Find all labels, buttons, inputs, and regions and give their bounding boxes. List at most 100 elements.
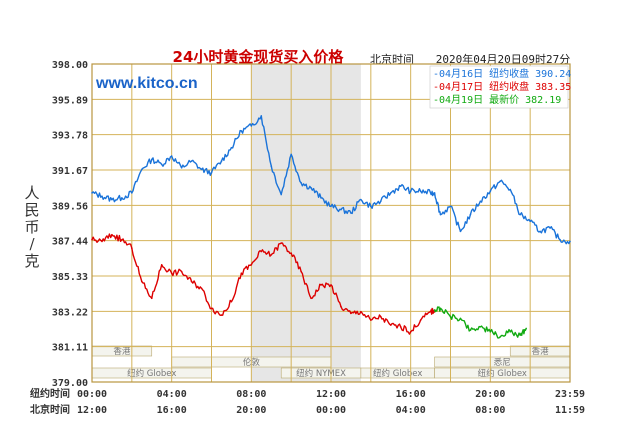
data-point [360,198,362,201]
x-tick-label-ny: 00:00 [77,389,107,400]
highlight-band [251,64,361,382]
data-point [131,247,133,249]
data-point [230,146,233,149]
data-point [449,315,452,318]
x-tick-label-beijing: 00:00 [316,405,346,416]
data-point [160,163,163,166]
session-label: 纽约 Globex [373,368,422,379]
data-point [519,334,522,336]
legend-entry: -04月17日 纽约收盘 383.35 [433,80,571,93]
data-point [190,280,193,283]
data-point [290,252,292,254]
data-point [121,238,123,241]
data-point [320,284,322,286]
data-point [250,264,253,266]
data-point [310,187,312,189]
data-point [525,327,527,330]
legend-entry: -04月19日 最新价 382.19 [433,93,561,106]
data-point [280,193,283,196]
session-label: 香港 [532,346,550,357]
x-tick-label-beijing: 20:00 [236,405,266,416]
x-tick-label-ny: 04:00 [157,389,187,400]
timezone-note: 北京时间 [370,52,414,66]
data-point [180,270,183,273]
y-tick-label: 389.56 [52,201,88,212]
x-tick-label-beijing: 11:59 [555,405,585,416]
data-point [519,213,522,216]
y-axis-label-char: / [29,235,35,253]
watermark: www.kitco.cn [95,75,198,92]
data-point [140,168,143,171]
data-point [433,192,436,194]
data-point [429,310,432,313]
y-axis-label-char: 民 [24,201,39,219]
data-point [300,182,302,184]
data-point [190,160,193,162]
legend-entry: -04月16日 纽约收盘 390.24 [433,67,571,80]
data-point [170,155,173,157]
data-point [260,250,263,253]
data-point [240,272,243,275]
data-point [389,192,392,194]
session-label: 纽约 Globex [127,368,176,379]
y-axis-label-char: 克 [24,252,39,270]
x-tick-label-beijing: 04:00 [396,405,426,416]
data-point [180,166,183,169]
data-point [379,200,382,203]
data-point [509,330,512,333]
data-point [569,240,571,243]
data-point [240,130,243,132]
data-point [340,208,342,211]
data-point [429,192,432,194]
data-point [469,329,472,331]
session-label: 悉尼 [494,357,511,368]
data-point [419,190,422,192]
data-point [509,188,512,191]
x-tick-label-ny: 08:00 [236,389,266,400]
data-point [539,230,541,233]
data-point [280,242,283,244]
data-point [320,197,322,199]
chart-title: 24小时黄金现货买入价格 [173,48,345,66]
x-tick-label-ny: 16:00 [396,389,426,400]
timestamp: 2020年04月20日09时27分 [436,52,570,66]
data-point [439,213,442,216]
series-line [91,233,436,335]
data-point [459,317,462,320]
data-point [200,287,203,290]
data-point [330,284,332,286]
data-point [300,270,302,273]
x-tick-label-beijing: 12:00 [77,405,107,416]
x-tick-label-beijing: 16:00 [157,405,187,416]
data-point [270,165,273,167]
data-point [479,325,482,328]
data-point [160,264,163,266]
data-point [360,310,362,313]
data-point [479,200,482,203]
data-point [370,319,372,321]
y-tick-label: 381.11 [52,343,88,354]
x-tick-label-ny: 23:59 [555,389,585,400]
data-point [260,115,263,117]
session-label: 纽约 NYMEX [296,368,346,379]
data-point [459,230,462,233]
data-point [250,125,253,127]
y-tick-label: 385.33 [52,272,88,283]
session-label: 香港 [113,346,131,357]
data-point [210,307,213,310]
x-axis-row-beijing-label: 北京时间 [30,403,70,416]
data-point [101,240,103,243]
data-point [350,312,352,315]
data-point [340,305,342,308]
data-point [389,324,392,326]
data-point [111,198,113,201]
data-point [499,180,502,182]
data-point [449,205,452,208]
y-tick-label: 391.67 [52,166,88,177]
data-point [150,158,153,161]
y-tick-label: 393.78 [52,131,88,142]
data-point [489,190,492,192]
x-tick-label-ny: 20:00 [475,389,505,400]
